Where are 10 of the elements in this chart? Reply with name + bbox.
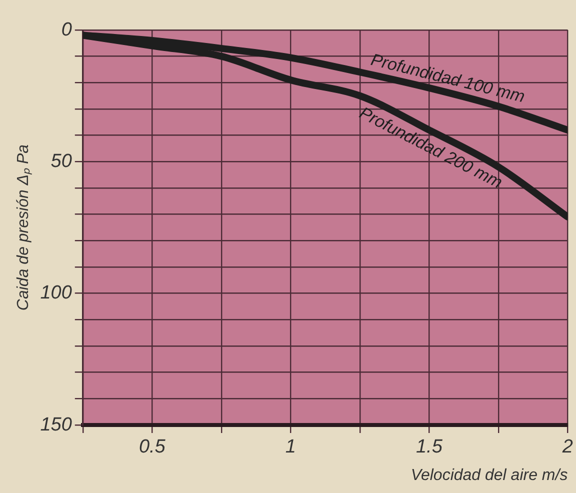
y-tick-label: 0	[61, 19, 72, 40]
x-tick-label: 1	[285, 436, 296, 458]
x-tick-label: 2	[561, 436, 574, 458]
x-axis-title: Velocidad del aire m/s	[410, 466, 568, 484]
y-tick-label: 100	[40, 282, 72, 304]
x-tick-label: 1.5	[416, 436, 443, 458]
y-tick-label: 50	[50, 150, 72, 172]
y-tick-label: 150	[40, 414, 72, 436]
y-axis-title: Caida de presión Δₚ Pa	[15, 144, 32, 311]
x-tick-label: 0.5	[138, 436, 166, 458]
